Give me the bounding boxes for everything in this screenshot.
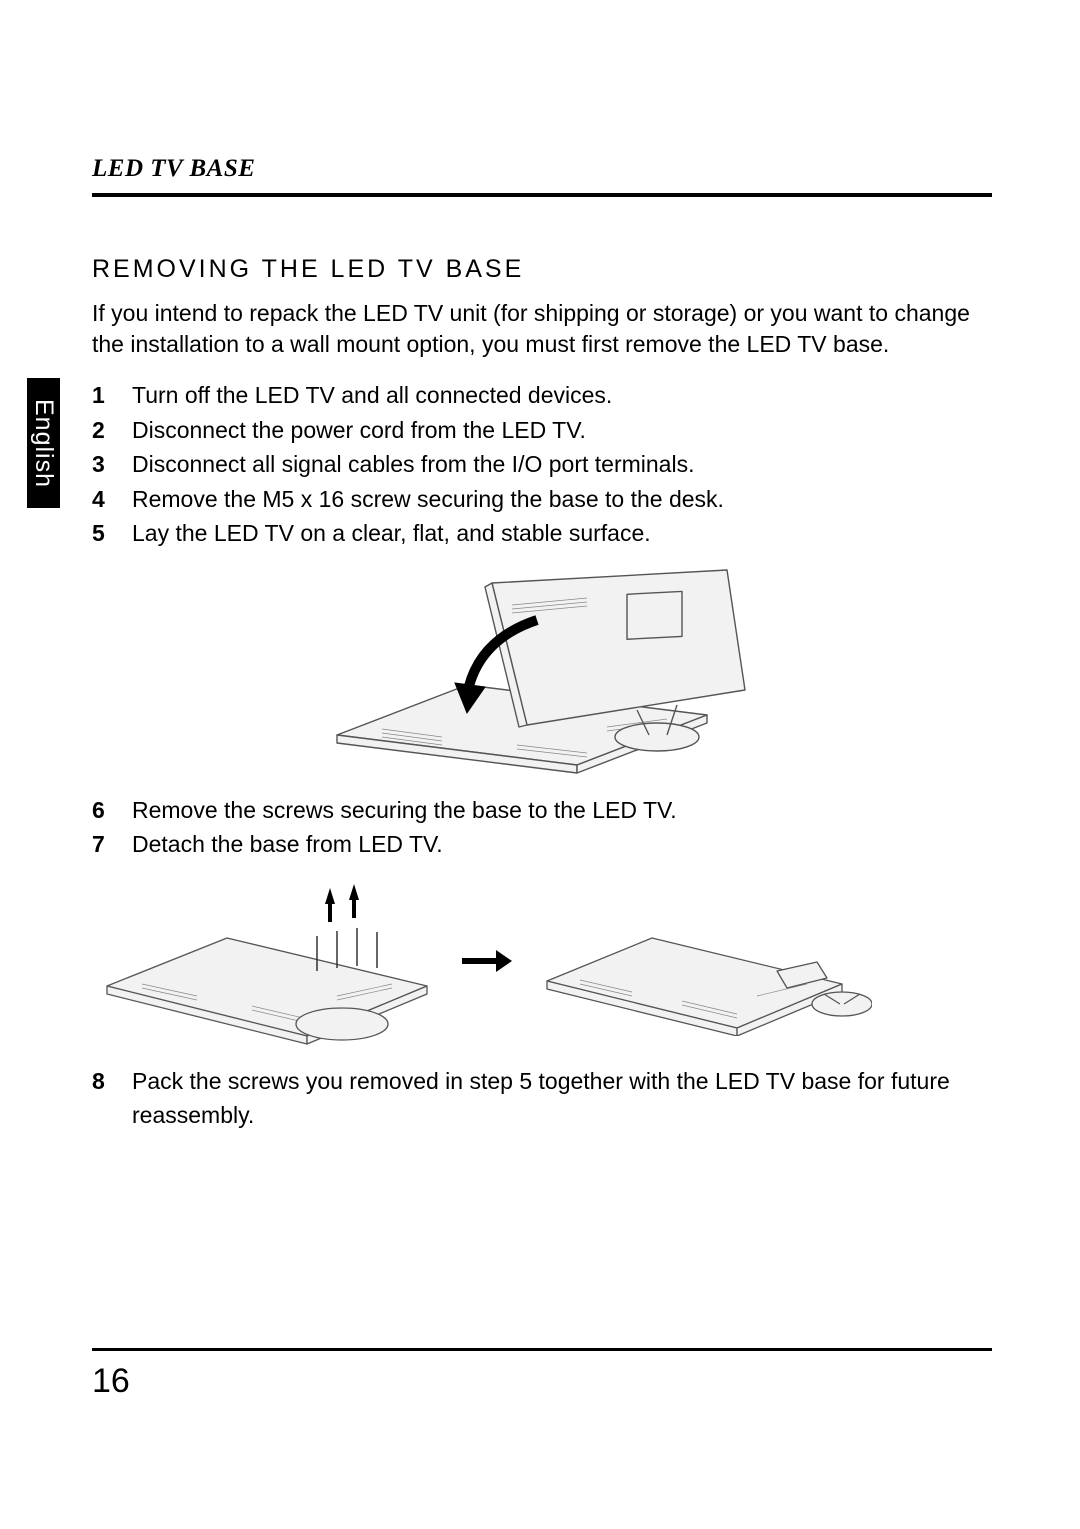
language-tab: English [27, 378, 60, 508]
figure-detach-base [102, 876, 992, 1046]
list-item: Disconnect all signal cables from the I/… [92, 447, 992, 482]
list-item: Turn off the LED TV and all connected de… [92, 378, 992, 413]
list-item: Remove the M5 x 16 screw securing the ba… [92, 482, 992, 517]
section-title: REMOVING THE LED TV BASE [92, 255, 992, 284]
header-rule [92, 193, 992, 197]
list-item: Detach the base from LED TV. [92, 827, 992, 862]
list-item: Pack the screws you removed in step 5 to… [92, 1064, 992, 1133]
section-intro: If you intend to repack the LED TV unit … [92, 298, 992, 360]
list-item: Disconnect the power cord from the LED T… [92, 413, 992, 448]
running-header: LED TV BASE [92, 155, 992, 183]
page-content: LED TV BASE REMOVING THE LED TV BASE If … [92, 155, 992, 1133]
base-detached-illustration [542, 886, 872, 1036]
page-number: 16 [92, 1362, 130, 1401]
step-list: Turn off the LED TV and all connected de… [92, 378, 992, 551]
tv-lay-flat-illustration [327, 565, 757, 775]
figure-lay-flat [92, 565, 992, 775]
step-list-continued: Remove the screws securing the base to t… [92, 793, 992, 862]
list-item: Lay the LED TV on a clear, flat, and sta… [92, 516, 992, 551]
step-list-final: Pack the screws you removed in step 5 to… [92, 1064, 992, 1133]
footer-rule [92, 1348, 992, 1351]
arrow-right-icon [462, 946, 512, 976]
remove-screws-illustration [102, 876, 432, 1046]
list-item: Remove the screws securing the base to t… [92, 793, 992, 828]
